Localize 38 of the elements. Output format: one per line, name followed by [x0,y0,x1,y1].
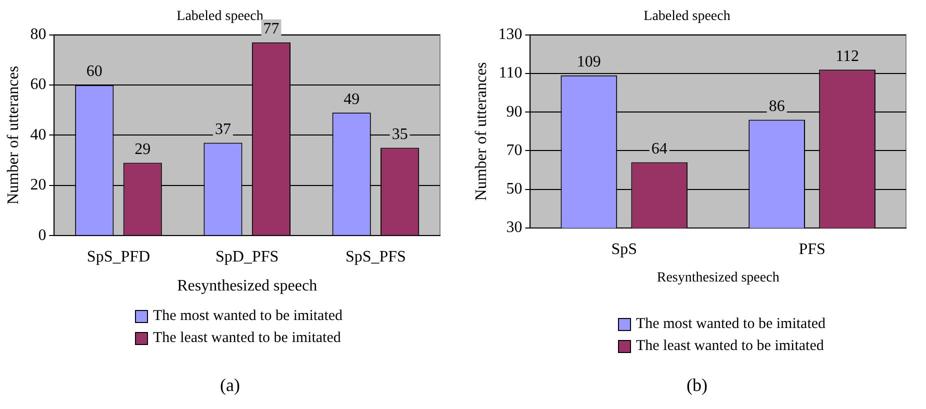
y-tick-label: 90 [506,103,522,120]
legend-label: The most wanted to be imitated [636,316,826,332]
y-axis-title: Number of utterances [4,66,22,205]
data-label: 37 [214,120,231,138]
text: (b) [686,375,708,396]
data-label: 60 [86,63,102,80]
chart-title: Labeled speech [176,9,264,24]
data-label: 86 [768,98,785,116]
data-label: 49 [344,90,360,108]
legend-label: The least wanted to be imitated [153,330,341,346]
data-label: 112 [836,48,859,65]
legend-label: The least wanted to be imitated [636,338,824,354]
legend-label: The most wanted to be imitated [153,308,343,324]
x-tick-label: PFS [798,240,826,258]
y-tick-label: 110 [498,64,522,82]
x-axis-title: Resynthesized speech [177,278,318,295]
y-tick-label: 40 [30,126,46,144]
y-tick-label: 70 [506,142,522,159]
text: (a) [219,375,241,396]
chart-title: Labeled speech [644,9,730,24]
x-tick-label: SpS_PFS [345,248,406,266]
y-tick-label: 80 [30,26,46,44]
data-label: 29 [134,141,151,158]
x-tick-label: SpD_PFS [216,248,279,266]
data-label: 109 [576,54,601,71]
x-tick-label: SpS [611,240,638,258]
data-label: 35 [392,126,408,143]
y-tick-label: 30 [506,219,522,236]
data-label: 77 [263,20,280,38]
y-tick-label: 0 [38,226,46,244]
y-tick-label: 20 [30,176,46,194]
data-label: 64 [651,140,668,158]
y-tick-label: 50 [506,180,522,198]
x-tick-label: SpS_PFD [86,248,150,266]
y-axis-title: Number of utterances [472,62,490,201]
y-tick-label: 130 [498,26,522,44]
y-tick-label: 60 [30,76,46,94]
x-axis-title: Resynthesized speech [656,270,780,286]
